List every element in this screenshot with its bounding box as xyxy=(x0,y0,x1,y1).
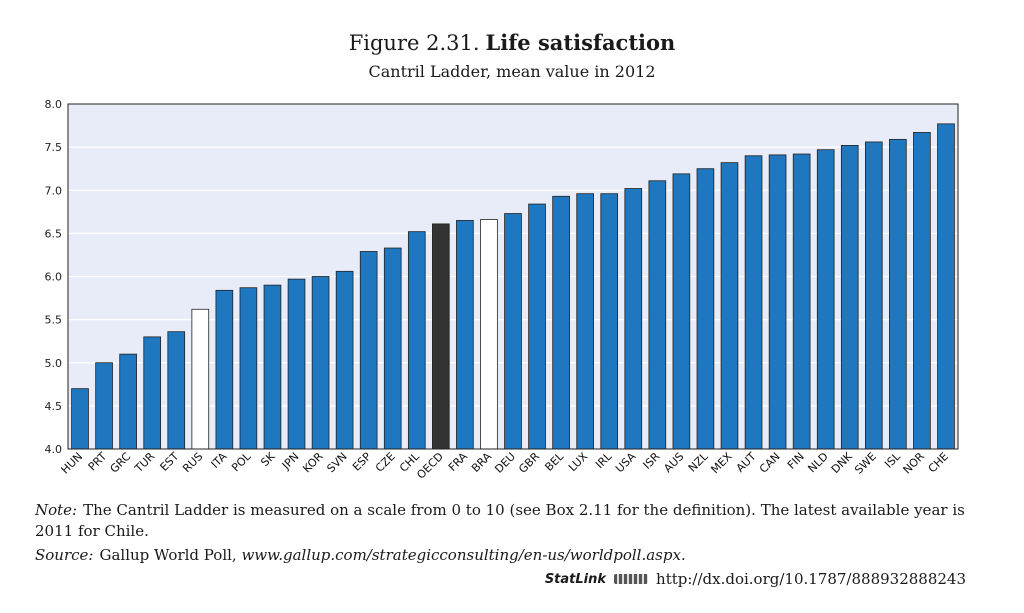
y-tick-label: 7.0 xyxy=(45,184,63,197)
x-tick-label: ITA xyxy=(209,450,230,471)
statlink-logo: StatLink xyxy=(544,571,607,587)
x-tick-label: NZL xyxy=(686,449,711,474)
bar-nor xyxy=(913,132,931,450)
x-tick-label: GRC xyxy=(108,450,134,476)
x-tick-label: FIN xyxy=(785,450,807,472)
y-tick-label: 6.0 xyxy=(45,271,63,284)
x-tick-label: IRL xyxy=(593,449,615,471)
bar-nld xyxy=(816,149,835,450)
note-label: Note: xyxy=(35,501,78,519)
source-label: Source: xyxy=(35,546,94,564)
x-tick-label: ESP xyxy=(350,450,374,474)
statlink-icon xyxy=(614,574,649,584)
x-tick-label: SK xyxy=(258,449,278,469)
bar-deu xyxy=(504,213,522,450)
bar-oecd xyxy=(432,223,450,450)
x-tick-label: PRT xyxy=(86,450,110,474)
bar-mex xyxy=(720,162,739,450)
x-tick-label: SVN xyxy=(324,450,349,475)
bar-gbr xyxy=(528,203,546,450)
bar-cze xyxy=(383,247,402,450)
bar-isl xyxy=(889,138,907,450)
bar-fra xyxy=(456,220,474,450)
x-tick-label: JPN xyxy=(279,450,302,473)
bar-bra xyxy=(480,219,498,450)
bar-nzl xyxy=(696,168,715,450)
figure-title: Figure 2.31. Life satisfaction xyxy=(0,30,1024,55)
y-tick-label: 4.0 xyxy=(45,443,63,456)
bar-lux xyxy=(576,193,594,450)
x-tick-label: FRA xyxy=(446,450,470,474)
figure-source: Source: Gallup World Poll, www.gallup.com… xyxy=(35,545,975,566)
x-tick-label: DEU xyxy=(492,450,518,476)
statlink: StatLink http://dx.doi.org/10.1787/88893… xyxy=(545,569,966,589)
x-tick-label: RUS xyxy=(180,450,205,475)
x-tick-label: HUN xyxy=(59,450,86,477)
x-tick-label: SWE xyxy=(852,450,879,477)
plot-frame xyxy=(67,103,959,450)
bar-tur xyxy=(143,336,162,450)
x-tick-label: MEX xyxy=(708,450,734,476)
x-tick-label: AUS xyxy=(661,450,686,475)
x-tick-label: NLD xyxy=(805,450,830,475)
bar-dnk xyxy=(840,144,859,450)
x-tick-label: EST xyxy=(158,450,182,474)
x-tick-label: BRA xyxy=(469,450,494,475)
bar-prt xyxy=(95,362,113,450)
bar-jpn xyxy=(287,278,306,450)
bar-aus xyxy=(672,173,691,450)
bar-rus xyxy=(191,308,210,450)
statlink-url[interactable]: http://dx.doi.org/10.1787/888932888243 xyxy=(656,570,966,588)
x-tick-label: GBR xyxy=(516,450,542,476)
y-tick-label: 4.5 xyxy=(45,400,63,413)
bar-hun xyxy=(71,388,89,450)
y-tick-label: 8.0 xyxy=(45,98,63,111)
x-tick-label: CZE xyxy=(373,450,398,475)
bar-fin xyxy=(792,153,811,450)
y-tick-label: 7.5 xyxy=(45,141,63,154)
bar-grc xyxy=(119,353,137,450)
source-text: Gallup World Poll, xyxy=(99,546,237,564)
bar-sk xyxy=(263,284,282,450)
x-tick-label: AUT xyxy=(734,450,759,475)
bar-che xyxy=(937,123,955,450)
x-tick-label: BEL xyxy=(542,449,566,473)
figure-note: Note: The Cantril Ladder is measured on a… xyxy=(35,500,975,542)
x-tick-label: LUX xyxy=(566,450,590,474)
x-tick-label: DNK xyxy=(829,449,856,476)
x-tick-label: KOR xyxy=(300,450,326,476)
x-tick-label: ISR xyxy=(641,450,663,472)
x-tick-label: CAN xyxy=(757,450,783,476)
x-tick-label: NOR xyxy=(901,450,928,477)
x-tick-label: USA xyxy=(613,450,639,476)
figure-subtitle: Cantril Ladder, mean value in 2012 xyxy=(368,62,656,81)
bar-swe xyxy=(864,141,883,450)
bar-pol xyxy=(239,287,258,450)
bar-chl xyxy=(407,231,426,450)
y-tick-label: 6.5 xyxy=(45,227,63,240)
bar-can xyxy=(768,154,787,450)
figure-name: Life satisfaction xyxy=(485,30,676,55)
x-tick-label: CHE xyxy=(926,450,951,475)
bar-ita xyxy=(215,289,234,450)
bar-svn xyxy=(335,270,354,450)
bar-kor xyxy=(311,276,330,450)
note-text: The Cantril Ladder is measured on a scal… xyxy=(35,501,965,540)
bar-usa xyxy=(624,188,643,450)
x-tick-label: POL xyxy=(229,449,254,474)
bar-irl xyxy=(600,193,619,450)
bar-aut xyxy=(744,155,763,450)
bar-bel xyxy=(552,195,570,450)
bar-esp xyxy=(359,251,378,450)
figure-number: Figure 2.31. xyxy=(348,31,480,55)
y-tick-label: 5.0 xyxy=(45,357,63,370)
bar-est xyxy=(167,331,186,450)
source-link[interactable]: www.gallup.com/strategicconsulting/en-us… xyxy=(241,546,686,564)
x-tick-label: TUR xyxy=(132,450,158,476)
x-tick-label: OECD xyxy=(414,450,446,482)
bar-isr xyxy=(648,180,667,450)
y-tick-label: 5.5 xyxy=(45,314,63,327)
